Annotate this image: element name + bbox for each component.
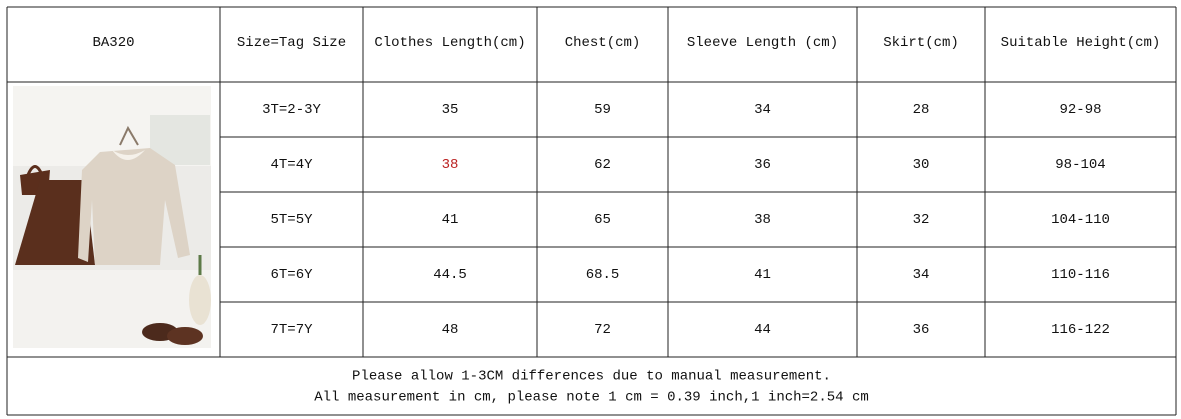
table-cell: 34: [913, 267, 930, 283]
table-cell: 44: [754, 322, 771, 338]
column-header: Clothes Length(cm): [374, 35, 525, 51]
table-cell: 92-98: [1059, 102, 1101, 118]
table-cell: 32: [913, 212, 930, 228]
column-header: Skirt(cm): [883, 35, 959, 51]
product-photo: [13, 86, 211, 348]
column-header: Size=Tag Size: [237, 35, 346, 51]
table-cell: 41: [754, 267, 771, 283]
table-grid: [6, 6, 1177, 416]
table-cell: 116-122: [1051, 322, 1110, 338]
table-cell: 72: [594, 322, 611, 338]
table-cell: 6T=6Y: [270, 267, 313, 283]
table-cell: 48: [442, 322, 459, 338]
table-cell: 65: [594, 212, 611, 228]
table-cell: 62: [594, 157, 611, 173]
table-cell: 38: [754, 212, 771, 228]
note: Please allow 1-3CM differences due to ma…: [352, 369, 831, 385]
model-code: BA320: [92, 35, 134, 51]
column-header: Sleeve Length (cm): [687, 35, 838, 51]
table-cell: 4T=4Y: [270, 157, 313, 173]
table-cell: 110-116: [1051, 267, 1110, 283]
table-cell: 28: [913, 102, 930, 118]
table-cell: 30: [913, 157, 930, 173]
table-cell: 35: [442, 102, 459, 118]
table-cell: 7T=7Y: [270, 322, 313, 338]
table-cell: 5T=5Y: [270, 212, 313, 228]
table-cell: 41: [442, 212, 459, 228]
column-header: Suitable Height(cm): [1001, 35, 1161, 51]
table-cell: 68.5: [586, 267, 620, 283]
table-cell: 104-110: [1051, 212, 1110, 228]
column-header: Chest(cm): [565, 35, 641, 51]
note: All measurement in cm, please note 1 cm …: [314, 390, 869, 406]
table-cell: 44.5: [433, 267, 467, 283]
table-cell: 36: [913, 322, 930, 338]
table-cell: 98-104: [1055, 157, 1105, 173]
table-cell: 36: [754, 157, 771, 173]
table-cell: 59: [594, 102, 611, 118]
table-cell: 34: [754, 102, 771, 118]
table-cell: 3T=2-3Y: [262, 102, 321, 118]
table-cell: 38: [442, 157, 459, 173]
